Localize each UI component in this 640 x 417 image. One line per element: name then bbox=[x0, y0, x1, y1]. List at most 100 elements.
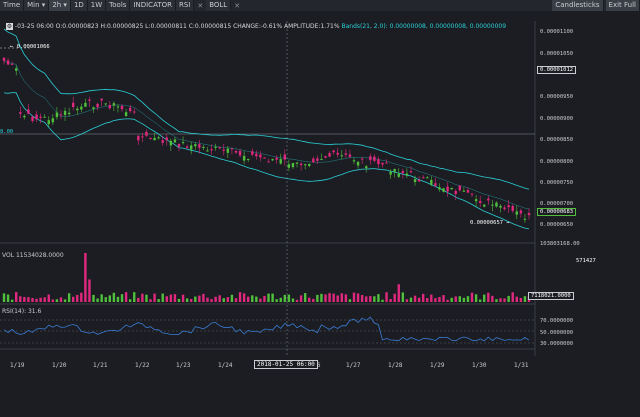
candle-body bbox=[120, 106, 124, 110]
candle-body bbox=[27, 109, 30, 114]
settings-icon[interactable]: ⚙ bbox=[6, 23, 13, 30]
volume-bar bbox=[511, 292, 514, 302]
volume-bar bbox=[251, 295, 254, 302]
candle-body bbox=[173, 139, 177, 143]
volume-bar bbox=[421, 293, 425, 302]
volume-bar bbox=[393, 293, 396, 302]
volume-bar bbox=[51, 299, 55, 302]
candle-body bbox=[393, 169, 396, 172]
volume-bar bbox=[181, 294, 185, 302]
volume-bar bbox=[417, 297, 421, 302]
current-price-box: 0.00001012 bbox=[537, 66, 577, 74]
volume-bar bbox=[161, 293, 164, 302]
chart-area[interactable]: ⚙ -03-25 06:00 O:0.00000823 H:0.00000825… bbox=[0, 11, 640, 413]
boll-tab[interactable]: BOLL bbox=[206, 0, 232, 11]
candle-body bbox=[401, 171, 405, 174]
volume-bar bbox=[430, 294, 433, 302]
indicator-button[interactable]: INDICATOR bbox=[130, 0, 176, 11]
rsi-label: RSI(14): 31.6 bbox=[2, 308, 42, 315]
candle-body bbox=[295, 162, 299, 164]
exit-full-button[interactable]: Exit Full bbox=[605, 0, 640, 11]
candlesticks-button[interactable]: Candlesticks bbox=[552, 0, 604, 11]
candle-body bbox=[348, 154, 352, 157]
volume-bar bbox=[194, 296, 197, 302]
tools-button[interactable]: Tools bbox=[106, 0, 131, 11]
info-bands: Bands(21, 2.0): 0.00000008, 0.00000008, … bbox=[341, 23, 507, 30]
volume-bar bbox=[124, 292, 128, 302]
price-axis-label: 0.00000900 bbox=[540, 116, 574, 122]
candle-body bbox=[271, 159, 274, 161]
candle-body bbox=[287, 164, 291, 168]
volume-bar bbox=[177, 298, 181, 302]
candle-body bbox=[470, 193, 474, 195]
candle-body bbox=[324, 156, 327, 158]
candle-body bbox=[417, 179, 421, 182]
volume-bar bbox=[76, 294, 79, 302]
high-marker: ← 0.00001066 bbox=[10, 44, 50, 50]
candle-body bbox=[487, 198, 490, 201]
volume-bar bbox=[23, 296, 26, 302]
boll-close-icon[interactable]: ✕ bbox=[234, 1, 241, 10]
rsi-tab[interactable]: RSI bbox=[175, 0, 195, 11]
candle-body bbox=[360, 158, 364, 160]
volume-bar bbox=[352, 292, 356, 302]
left-band-marker: 8.00 bbox=[0, 129, 14, 135]
candle-body bbox=[308, 163, 311, 166]
candle-body bbox=[100, 98, 103, 101]
min-dropdown[interactable]: Min ▾ bbox=[24, 0, 50, 11]
price-axis-label: 0.00000950 bbox=[540, 94, 574, 100]
candle-body bbox=[116, 106, 120, 108]
volume-bar bbox=[462, 297, 466, 302]
date-label: 1/24 bbox=[218, 362, 233, 369]
1w-button[interactable]: 1W bbox=[87, 0, 107, 11]
volume-bar bbox=[84, 253, 87, 302]
candle-body bbox=[246, 159, 250, 161]
candle-body bbox=[267, 161, 270, 163]
candle-body bbox=[279, 159, 282, 164]
candle-body bbox=[19, 112, 22, 114]
candle-body bbox=[124, 112, 128, 117]
volume-bar bbox=[405, 299, 409, 302]
1d-button[interactable]: 1D bbox=[70, 0, 88, 11]
volume-bar bbox=[267, 293, 270, 302]
volume-bar bbox=[116, 296, 120, 302]
candle-body bbox=[365, 166, 368, 169]
candle-body bbox=[108, 105, 112, 109]
volume-bar bbox=[332, 293, 335, 302]
volume-bar bbox=[283, 294, 287, 302]
price-chart[interactable] bbox=[0, 11, 640, 413]
candle-body bbox=[385, 162, 388, 164]
volume-bar bbox=[185, 298, 189, 302]
candle-body bbox=[88, 99, 91, 101]
price-axis-label: 0.00000850 bbox=[540, 137, 574, 143]
volume-bar bbox=[344, 294, 348, 302]
volume-bar bbox=[169, 294, 173, 302]
date-label: 1/28 bbox=[388, 362, 403, 369]
rsi-close-icon[interactable]: ✕ bbox=[197, 1, 204, 10]
volume-current-box: 7118021.0000 bbox=[528, 292, 574, 300]
candle-body bbox=[299, 163, 303, 166]
time-button[interactable]: Time bbox=[0, 0, 25, 11]
min-label: Min bbox=[27, 1, 40, 9]
volume-bar bbox=[198, 295, 201, 302]
candle-body bbox=[434, 183, 437, 186]
candle-body bbox=[507, 205, 510, 208]
volume-bar bbox=[470, 292, 474, 302]
volume-bar bbox=[39, 297, 42, 302]
volume-bar bbox=[6, 294, 10, 302]
toolbar-right: Candlesticks Exit Full bbox=[550, 0, 640, 11]
candle-body bbox=[10, 63, 14, 65]
2h-dropdown[interactable]: 2h ▾ bbox=[49, 0, 71, 11]
lower-band-line bbox=[3, 92, 530, 230]
cursor-date-box: 2018-01-25 06:00 bbox=[254, 360, 318, 369]
volume-bar bbox=[59, 297, 63, 302]
candle-body bbox=[198, 144, 201, 148]
candle-body bbox=[63, 110, 67, 116]
volume-bar bbox=[291, 298, 295, 302]
candle-body bbox=[421, 177, 425, 179]
candle-body bbox=[55, 112, 59, 118]
candle-body bbox=[112, 103, 116, 106]
volume-bar bbox=[328, 293, 331, 302]
candle-body bbox=[446, 186, 449, 192]
candle-body bbox=[214, 146, 217, 148]
